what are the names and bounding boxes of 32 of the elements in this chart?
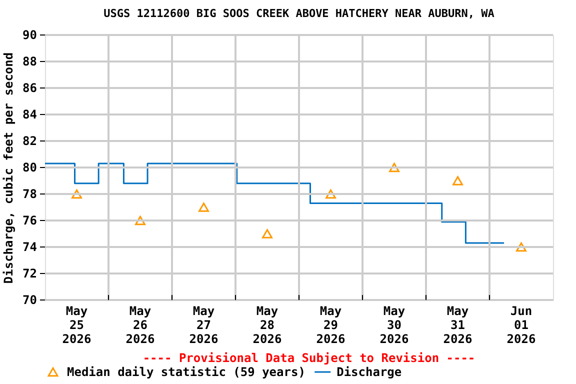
- point: [262, 229, 272, 238]
- legend-label: Median daily statistic (59 years): [67, 365, 306, 379]
- y-tick-label: 78: [22, 187, 37, 201]
- point: [326, 189, 336, 199]
- x-tick-label: May 27 2026: [189, 304, 218, 346]
- x-tick-label: May 29 2026: [316, 304, 346, 346]
- point: [389, 162, 400, 172]
- point: [72, 189, 82, 199]
- text: ---- Provisional Data Subject to Revision ----: [142, 351, 476, 365]
- y-tick-label: 88: [22, 54, 37, 68]
- legend-label: Discharge: [336, 365, 402, 379]
- x-tick-label: May 26 2026: [126, 304, 155, 346]
- x-tick-label: May 31 2026: [443, 304, 472, 346]
- y-tick-label: 76: [22, 214, 37, 228]
- y-axis-title: Discharge, cubic feet per second: [2, 52, 16, 284]
- x-tick-label: May 25 2026: [62, 304, 92, 346]
- y-tick-label: 82: [22, 134, 37, 148]
- point: [198, 202, 209, 212]
- x-tick-label: May 30 2026: [380, 304, 409, 346]
- y-tick-label: 72: [22, 266, 37, 280]
- y-tick-label: 84: [22, 108, 37, 122]
- chart-title: USGS 12112600 BIG SOOS CREEK ABOVE HATCHERY NEAR AUBURN, WA: [104, 7, 495, 20]
- x-tick-label: May 28 2026: [252, 304, 282, 346]
- point: [452, 176, 463, 186]
- y-tick-label: 74: [22, 240, 37, 254]
- point: [135, 216, 146, 226]
- point: [516, 242, 526, 252]
- x-tick-label: Jun 01 2026: [506, 304, 536, 346]
- y-tick-label: 70: [22, 293, 37, 307]
- y-tick-label: 80: [22, 160, 37, 174]
- y-tick-label: 86: [22, 81, 37, 95]
- y-tick-label: 90: [22, 28, 37, 42]
